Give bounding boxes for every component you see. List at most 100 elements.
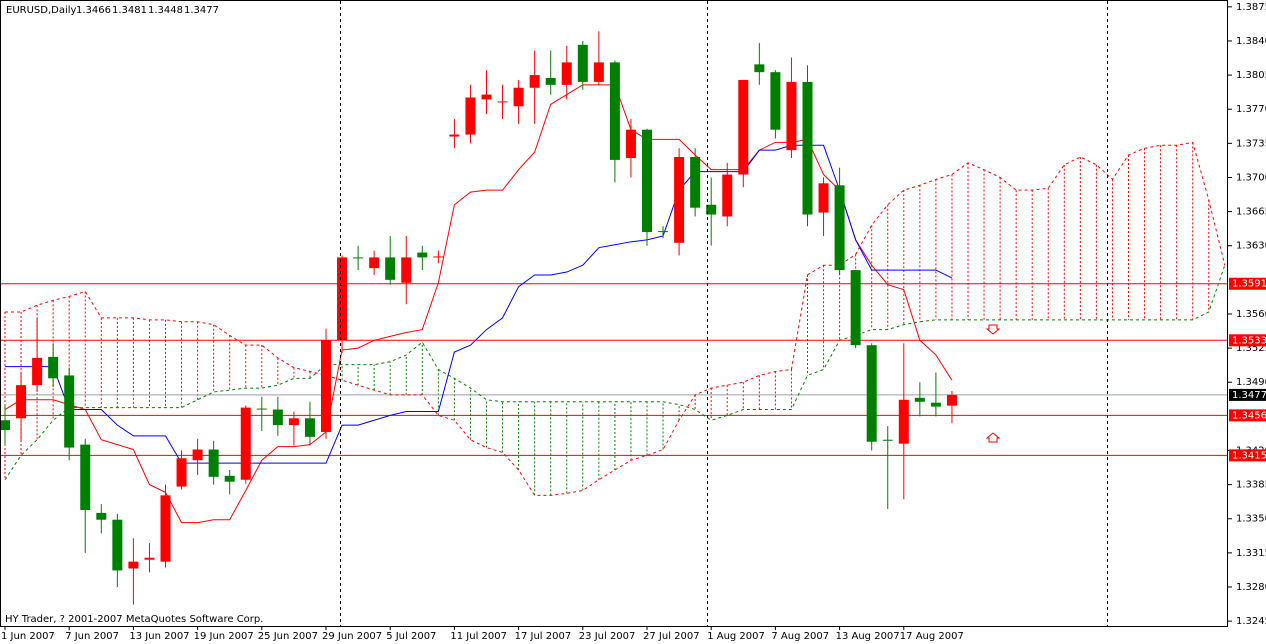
x-tick-label: 27 Jul 2007 [643, 631, 700, 642]
x-tick-label: 1 Aug 2007 [707, 631, 765, 642]
candle-body [288, 418, 299, 426]
candle-body [866, 345, 877, 442]
candle-body [497, 101, 508, 103]
candle-body [770, 72, 781, 130]
candle-body [658, 231, 669, 233]
plot-border [0, 0, 1228, 627]
last-high: 1.3481 [112, 5, 147, 16]
y-tick-label: 1.3665 [1236, 207, 1266, 218]
candle-body [240, 407, 251, 480]
candle-body [449, 134, 460, 137]
level-label-box [1229, 334, 1266, 347]
candle-body [337, 257, 348, 341]
candle-body [786, 81, 797, 151]
candle-body [48, 356, 59, 379]
candle-body [417, 252, 428, 258]
y-tick-label: 1.3875 [1236, 2, 1266, 13]
last-price-box [1229, 388, 1266, 401]
x-tick-label: 19 Jun 2007 [194, 631, 254, 642]
y-tick-label: 1.3560 [1236, 309, 1266, 320]
candle-body [321, 340, 331, 432]
candle-body [946, 394, 957, 406]
x-tick-label: 1 Jun 2007 [1, 631, 55, 642]
level-label-box [1229, 449, 1266, 462]
y-tick-label: 1.3490 [1236, 377, 1266, 388]
candle-body [32, 357, 43, 386]
candle-body [818, 183, 829, 213]
candle-body [674, 156, 685, 243]
y-tick-label: 1.3735 [1236, 138, 1266, 149]
level-label: 1.3533 [1232, 335, 1266, 346]
level-label-box [1229, 409, 1266, 422]
candle-body [369, 257, 380, 269]
candle-body [754, 64, 765, 73]
candle-body [353, 257, 364, 259]
x-tick-label: 29 Jun 2007 [322, 631, 382, 642]
candle-body [256, 408, 267, 410]
level-label: 1.3415 [1232, 450, 1266, 461]
y-tick-label: 1.3770 [1236, 104, 1266, 115]
candle-body [882, 439, 893, 441]
candle-body [465, 97, 476, 135]
candle-body [722, 174, 733, 217]
last-open: 1.3466 [76, 5, 111, 16]
candle-body [192, 449, 203, 461]
candle-body [930, 402, 941, 407]
candle-body [706, 204, 717, 215]
level-label: 1.3456 [1232, 410, 1266, 421]
candle-body [433, 256, 444, 258]
y-tick-label: 1.3385 [1236, 480, 1266, 491]
y-tick-label: 1.3350 [1236, 514, 1266, 525]
x-tick-label: 5 Jul 2007 [386, 631, 436, 642]
candle-body [176, 458, 187, 487]
candle-body [0, 420, 10, 431]
candle-body [128, 561, 139, 569]
candle-body [690, 156, 701, 208]
candle-body [625, 129, 636, 158]
y-tick-label: 1.3245 [1236, 616, 1266, 627]
candle-body [481, 94, 492, 100]
x-tick-label: 7 Aug 2007 [771, 631, 829, 642]
level-label: 1.3591 [1232, 279, 1266, 290]
candle-body [513, 87, 524, 107]
last-price-label: 1.3477 [1232, 390, 1266, 401]
plot-area [0, 31, 1228, 605]
x-tick-label: 7 Jun 2007 [65, 631, 119, 642]
candle-body [561, 62, 572, 85]
candle-body [144, 557, 155, 560]
candle-body [401, 257, 412, 283]
fractal-up-arrow [985, 432, 1001, 443]
x-tick-label: 17 Jul 2007 [515, 631, 572, 642]
candle-body [16, 385, 27, 419]
candle-body [545, 78, 556, 85]
x-tick-label: 23 Jul 2007 [579, 631, 636, 642]
x-tick-label: 25 Jun 2007 [258, 631, 318, 642]
candle-body [593, 62, 604, 82]
last-close: 1.3477 [184, 5, 219, 16]
candle-body [80, 444, 91, 510]
fractal-down-arrow [985, 324, 1001, 335]
candle-body [385, 257, 396, 280]
x-tick-label: 11 Jul 2007 [450, 631, 507, 642]
candle-body [914, 397, 925, 402]
candle-body [529, 75, 540, 88]
candle-body [272, 409, 283, 426]
cloud-span-line [4, 265, 1226, 481]
y-tick-label: 1.3700 [1236, 172, 1266, 183]
candle-body [834, 185, 845, 271]
candle-body [850, 270, 861, 346]
candle-body [609, 62, 620, 160]
candle-body [802, 81, 813, 215]
candle-body [577, 44, 588, 82]
x-tick-label: 13 Aug 2007 [836, 631, 900, 642]
cloud-span-line [5, 141, 1226, 496]
candle-body [96, 512, 107, 520]
y-tick-label: 1.3630 [1236, 241, 1266, 252]
candle-body [642, 129, 652, 233]
y-tick-label: 1.3280 [1236, 582, 1266, 593]
y-tick-label: 1.3805 [1236, 70, 1266, 81]
x-tick-label: 17 Aug 2007 [900, 631, 964, 642]
candle-body [160, 495, 171, 562]
y-tick-label: 1.3840 [1236, 36, 1266, 47]
